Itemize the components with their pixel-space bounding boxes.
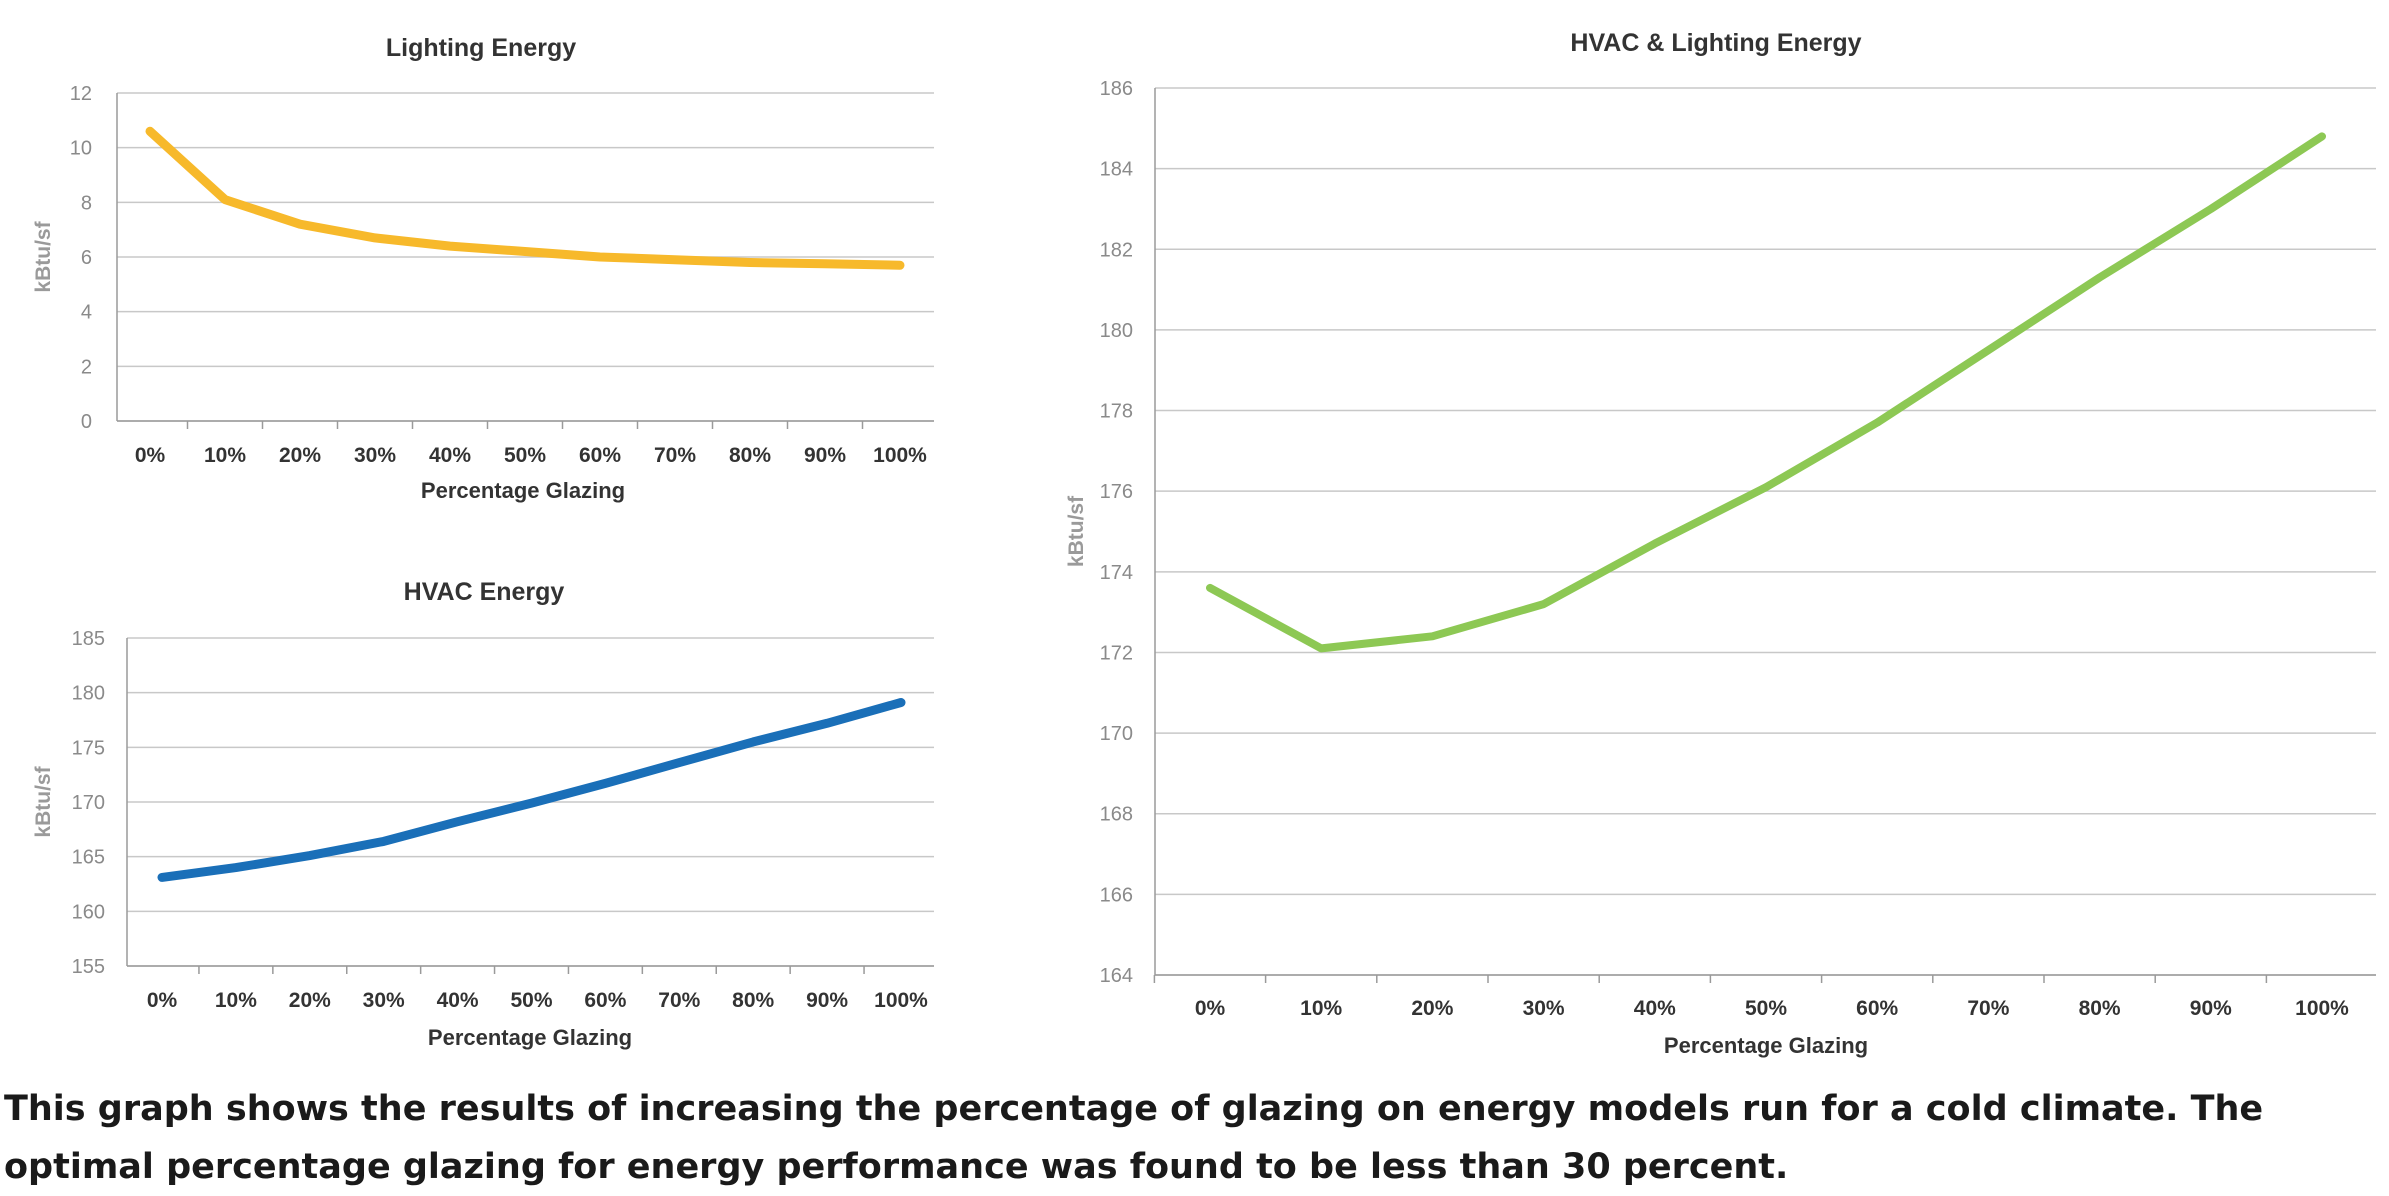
lighting-xtick-label: 10% xyxy=(204,444,246,467)
lighting-xtick-label: 50% xyxy=(504,444,546,467)
charts-canvas: 0 2 4 6 8 10 12 0% 10% 20% 30% 40% 50% 60% 70% 80% 90% 10… xyxy=(32,29,2376,1058)
hvac-ytick-label: 180 xyxy=(72,683,105,705)
lighting-ytick-label: 2 xyxy=(81,356,92,378)
hvac-lighting-xtick-label: 20% xyxy=(1411,997,1453,1020)
hvac-xtick-label: 0% xyxy=(147,989,178,1012)
hvac-ytick-label: 170 xyxy=(72,792,105,814)
hvac-lighting-ytick-label: 182 xyxy=(1100,239,1133,261)
hvac-lighting-xtick-label: 100% xyxy=(2295,997,2349,1020)
hvac-lighting-ytick-label: 172 xyxy=(1100,642,1133,664)
lighting-ytick-label: 0 xyxy=(81,411,92,433)
hvac-ytick-label: 175 xyxy=(72,737,105,759)
hvac-lighting-xtick-label: 90% xyxy=(2190,997,2232,1020)
hvac-lighting-ytick-label: 180 xyxy=(1100,320,1133,342)
lighting-ytick-label: 6 xyxy=(81,247,92,269)
lighting-xtick-label: 20% xyxy=(279,444,321,467)
lighting-ytick-label: 4 xyxy=(81,302,92,324)
lighting-xtick-label: 30% xyxy=(354,444,396,467)
hvac-lighting-ytick-label: 186 xyxy=(1100,78,1133,100)
hvac-xtick-label: 20% xyxy=(289,989,331,1012)
hvac-lighting-ytick-label: 184 xyxy=(1100,159,1133,181)
hvac-lighting-x-axis-label: Percentage Glazing xyxy=(1664,1033,1868,1058)
hvac-series-line xyxy=(157,698,906,882)
hvac-lighting-xtick-label: 0% xyxy=(1195,997,1226,1020)
hvac-lighting-ytick-label: 170 xyxy=(1100,723,1133,745)
lighting-xtick-label: 80% xyxy=(729,444,771,467)
hvac-lighting-xtick-label: 30% xyxy=(1523,997,1565,1020)
hvac-xtick-label: 10% xyxy=(215,989,257,1012)
hvac-lighting-xtick-label: 10% xyxy=(1300,997,1342,1020)
hvac-ytick-label: 185 xyxy=(72,628,105,650)
hvac-lighting-xtick-label: 70% xyxy=(1967,997,2009,1020)
hvac-lighting-ytick-label: 168 xyxy=(1100,804,1133,826)
hvac-ytick-label: 155 xyxy=(72,956,105,978)
lighting-xtick-label: 40% xyxy=(429,444,471,467)
hvac-xtick-label: 90% xyxy=(806,989,848,1012)
lighting-ytick-label: 12 xyxy=(70,83,92,105)
hvac-xtick-label: 50% xyxy=(510,989,552,1012)
hvac-xtick-label: 30% xyxy=(363,989,405,1012)
lighting-xtick-label: 0% xyxy=(135,444,166,467)
hvac-chart-title: HVAC Energy xyxy=(404,578,565,606)
hvac-ytick-label: 160 xyxy=(72,901,105,923)
lighting-xtick-label: 100% xyxy=(873,444,927,467)
lighting-chart-title: Lighting Energy xyxy=(386,34,576,62)
lighting-xtick-label: 90% xyxy=(804,444,846,467)
hvac-lighting-xtick-label: 60% xyxy=(1856,997,1898,1020)
hvac-lighting-xtick-label: 80% xyxy=(2079,997,2121,1020)
hvac-lighting-xtick-label: 40% xyxy=(1634,997,1676,1020)
lighting-x-axis-label: Percentage Glazing xyxy=(421,478,625,503)
hvac-lighting-chart-title: HVAC & Lighting Energy xyxy=(1570,29,1861,57)
hvac-lighting-ytick-label: 164 xyxy=(1100,965,1133,987)
hvac-lighting-xtick-label: 50% xyxy=(1745,997,1787,1020)
hvac-x-axis-label: Percentage Glazing xyxy=(428,1025,632,1050)
lighting-xtick-label: 70% xyxy=(654,444,696,467)
hvac-ytick-label: 165 xyxy=(72,847,105,869)
lighting-y-axis-label: kBtu/sf xyxy=(32,220,55,292)
hvac-lighting-ytick-label: 166 xyxy=(1100,884,1133,906)
figure-caption: This graph shows the results of increasi… xyxy=(4,1089,2264,1187)
lighting-xtick-label: 60% xyxy=(579,444,621,467)
hvac-xtick-label: 80% xyxy=(732,989,774,1012)
hvac-xtick-label: 60% xyxy=(584,989,626,1012)
hvac-lighting-ytick-label: 174 xyxy=(1100,562,1133,584)
hvac-xtick-label: 70% xyxy=(658,989,700,1012)
lighting-series-line xyxy=(145,126,905,270)
lighting-ytick-label: 8 xyxy=(81,192,92,214)
hvac-lighting-series-line xyxy=(1206,132,2326,653)
hvac-lighting-y-axis-label: kBtu/sf xyxy=(1065,495,1088,567)
hvac-xtick-label: 100% xyxy=(874,989,928,1012)
lighting-ytick-label: 10 xyxy=(70,138,92,160)
hvac-y-axis-label: kBtu/sf xyxy=(32,765,55,837)
hvac-lighting-ytick-label: 176 xyxy=(1100,481,1133,503)
hvac-lighting-ytick-label: 178 xyxy=(1100,401,1133,423)
hvac-xtick-label: 40% xyxy=(437,989,479,1012)
